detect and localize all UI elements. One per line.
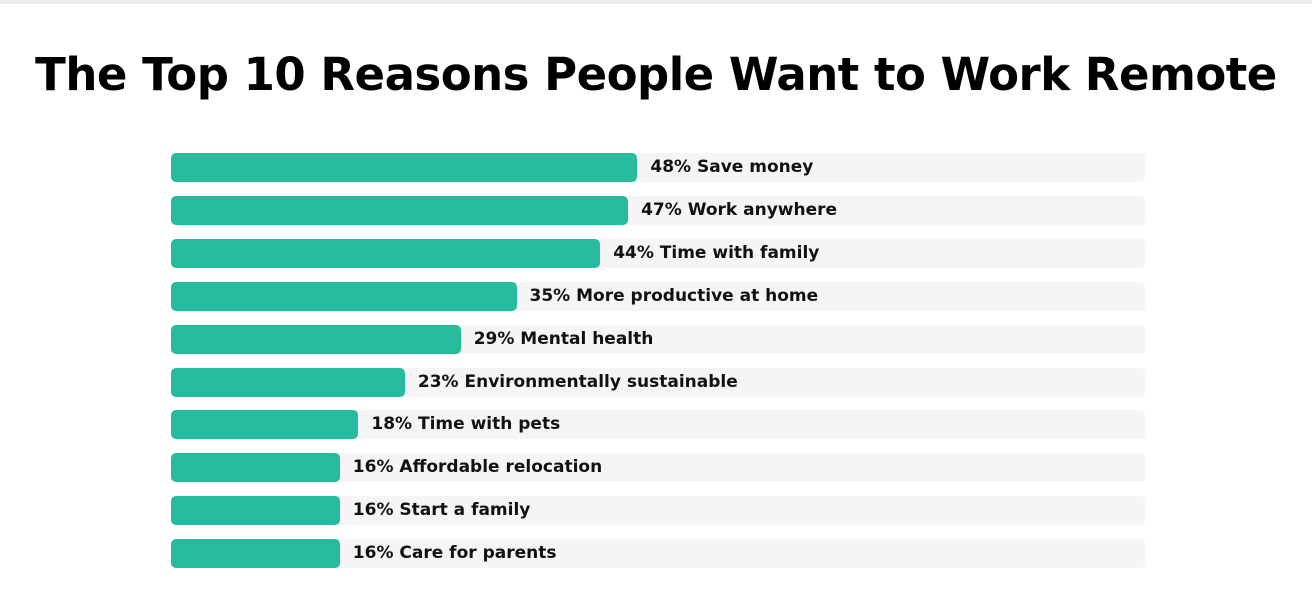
bar [171,281,517,311]
bar [171,195,629,225]
bar [171,496,340,526]
bar-label: 18% Time with pets [371,414,561,435]
bar [171,367,405,397]
bar-label: 23% Environmentally sustainable [417,371,738,392]
bar [171,324,461,354]
bar-label: 29% Mental health [473,328,654,349]
bar-row: 35% More productive at home [171,281,1145,311]
bar [171,238,601,268]
bar-row: 29% Mental health [171,324,1145,354]
bar-row: 16% Affordable relocation [171,453,1145,483]
bar-row: 23% Environmentally sustainable [171,367,1145,397]
bar-label: 35% More productive at home [529,285,819,306]
bar-row: 44% Time with family [171,238,1145,268]
bar [171,453,340,483]
top-divider [0,0,1312,4]
bar-label: 44% Time with family [613,242,820,263]
bar-label: 16% Start a family [352,500,531,521]
bar [171,539,340,569]
bar-row: 18% Time with pets [171,410,1145,440]
bar-label: 48% Save money [650,157,814,177]
bar-label: 47% Work anywhere [641,199,838,220]
bar-row: 16% Start a family [171,496,1145,526]
bar-label: 16% Care for parents [352,543,557,564]
bar [171,410,359,440]
bar-row: 48% Save money [171,153,1145,182]
bar-row: 16% Care for parents [171,539,1145,569]
bar-label: 16% Affordable relocation [352,457,603,478]
bar-row: 47% Work anywhere [171,195,1145,225]
bar [171,153,638,182]
chart-title: The Top 10 Reasons People Want to Work R… [35,48,1277,101]
